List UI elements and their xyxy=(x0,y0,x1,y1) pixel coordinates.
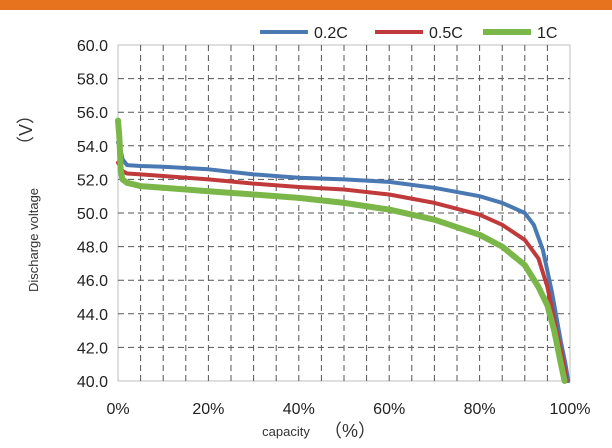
y-tick-label: 50.0 xyxy=(77,206,108,223)
y-axis-unit: （V） xyxy=(16,106,36,154)
series-line-0.2C xyxy=(116,140,571,383)
y-tick-label: 44.0 xyxy=(77,307,108,324)
x-tick-label: 40% xyxy=(283,401,315,418)
x-tick-label: 100% xyxy=(550,401,591,418)
series-line-0.5C xyxy=(116,160,569,383)
y-tick-label: 60.0 xyxy=(77,38,108,55)
y-tick-label: 56.0 xyxy=(77,105,108,122)
x-tick-label: 60% xyxy=(373,401,405,418)
y-tick-label: 54.0 xyxy=(77,139,108,156)
top-banner xyxy=(0,0,612,10)
y-tick-label: 42.0 xyxy=(77,340,108,357)
y-tick-label: 58.0 xyxy=(77,72,108,89)
y-tick-label: 46.0 xyxy=(77,273,108,290)
x-tick-label: 80% xyxy=(464,401,496,418)
x-tick-label: 20% xyxy=(192,401,224,418)
legend-label-0.2C: 0.2C xyxy=(314,25,348,42)
y-axis-label: Discharge voltage xyxy=(26,188,41,292)
y-tick-label: 52.0 xyxy=(77,172,108,189)
x-axis-unit: （%） xyxy=(324,421,376,441)
legend-label-0.5C: 0.5C xyxy=(429,25,463,42)
x-tick-label: 0% xyxy=(106,401,129,418)
x-axis-label: capacity xyxy=(262,424,310,439)
y-tick-label: 48.0 xyxy=(77,240,108,257)
series-line-1C xyxy=(115,117,568,384)
y-tick-label: 40.0 xyxy=(77,374,108,391)
legend-label-1C: 1C xyxy=(537,25,557,42)
